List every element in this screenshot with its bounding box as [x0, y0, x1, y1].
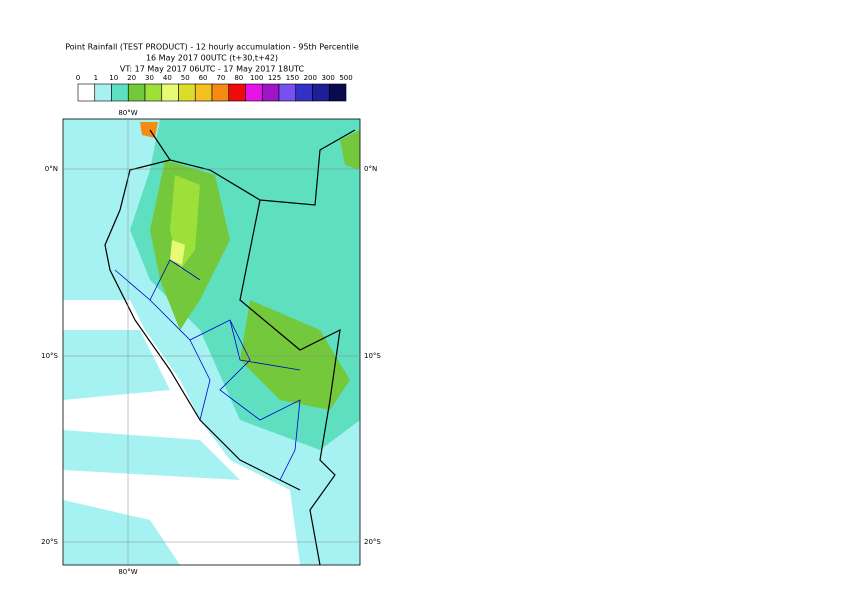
- legend-label: 1: [94, 74, 98, 82]
- titles: Point Rainfall (TEST PRODUCT) - 12 hourl…: [65, 43, 359, 74]
- legend-label: 20: [127, 74, 136, 82]
- lon-label: 80°W: [118, 109, 137, 117]
- legend-label: 125: [268, 74, 281, 82]
- legend-label: 30: [145, 74, 154, 82]
- lat-label: 0°N: [364, 165, 377, 173]
- legend-label: 500: [339, 74, 352, 82]
- borders: [104, 129, 356, 566]
- lat-label: 0°N: [45, 165, 58, 173]
- legend-swatch: [77, 83, 96, 102]
- legend-swatch: [295, 83, 313, 102]
- lat-label: 10°S: [364, 352, 381, 360]
- light-rain: [63, 330, 170, 400]
- legend-label: 100: [250, 74, 263, 82]
- lat-label: 20°S: [41, 538, 58, 546]
- legend-swatch: [194, 83, 213, 102]
- title: Point Rainfall (TEST PRODUCT) - 12 hourl…: [65, 43, 359, 52]
- legend: 0 1 10 20 30 40 50 60 70 80 100 125 150 200 300 500: [76, 74, 353, 102]
- legend-label: 300: [321, 74, 334, 82]
- legend-swatch: [94, 83, 112, 102]
- legend-label: 70: [216, 74, 225, 82]
- lon-label: 80°W: [118, 568, 137, 576]
- lat-label: 10°S: [41, 352, 58, 360]
- legend-swatch: [161, 83, 179, 102]
- legend-swatch: [328, 83, 347, 102]
- map: 80°W 80°W 0°N 0°N 10°S 10°S 20°S 20°S: [41, 109, 381, 576]
- regions: [114, 259, 301, 481]
- legend-swatch: [111, 83, 129, 102]
- legend-swatch: [278, 83, 297, 102]
- legend-swatch: [228, 83, 246, 102]
- legend-label: 50: [181, 74, 190, 82]
- heavy-rain: [340, 130, 360, 170]
- legend-label: 80: [234, 74, 243, 82]
- legend-swatch: [178, 83, 196, 102]
- legend-swatch: [127, 83, 146, 102]
- base-time: 16 May 2017 00UTC (t+30,t+42): [146, 54, 278, 63]
- legend-label: 0: [76, 74, 80, 82]
- legend-swatch: [245, 83, 263, 102]
- valid-time: VT: 17 May 2017 06UTC - 17 May 2017 18UT…: [120, 65, 305, 74]
- heavy-rain: [240, 300, 350, 410]
- legend-label: 200: [304, 74, 317, 82]
- light-rain: [63, 500, 180, 565]
- legend-label: 40: [163, 74, 172, 82]
- legend-swatch: [312, 83, 330, 102]
- map-frame: [62, 118, 361, 566]
- lat-label: 20°S: [364, 538, 381, 546]
- heavy-rain: [170, 240, 185, 265]
- legend-swatch: [211, 83, 230, 102]
- legend-label: 10: [109, 74, 118, 82]
- light-rain: [63, 430, 240, 480]
- heavy-rain: [140, 122, 158, 138]
- legend-swatch: [144, 83, 163, 102]
- legend-swatch: [261, 83, 280, 102]
- legend-label: 150: [286, 74, 299, 82]
- legend-label: 60: [199, 74, 208, 82]
